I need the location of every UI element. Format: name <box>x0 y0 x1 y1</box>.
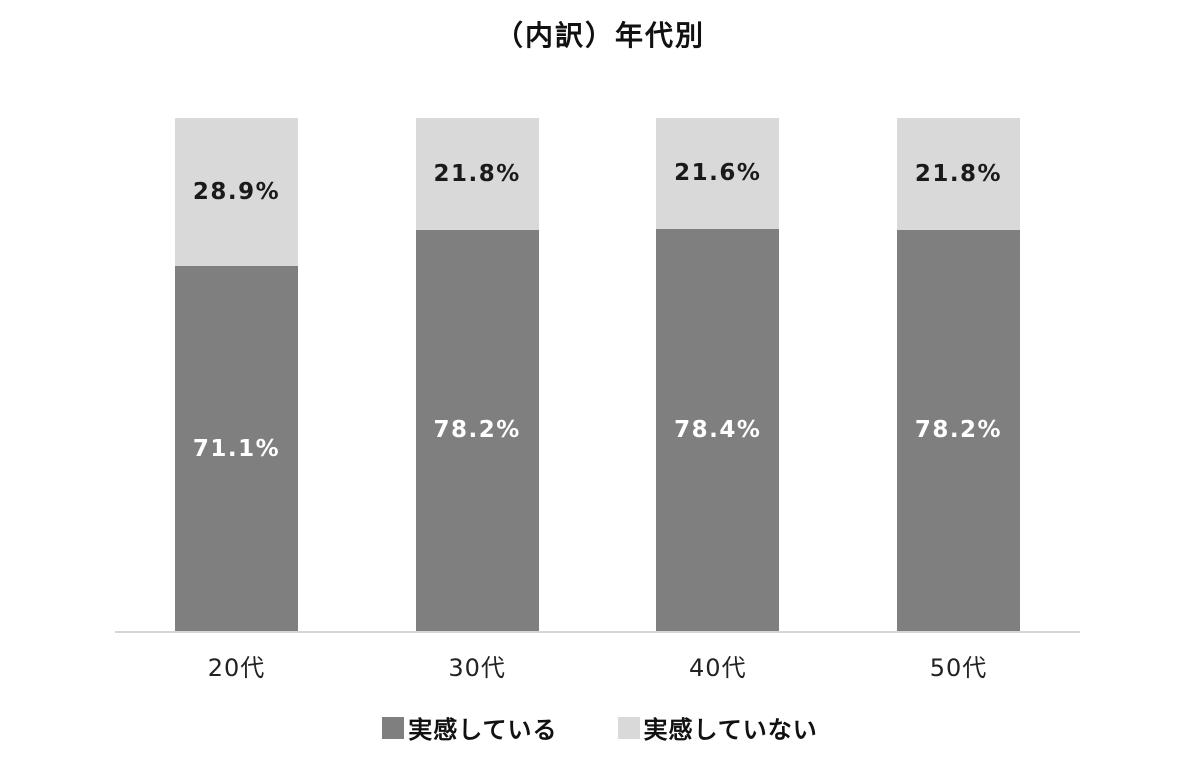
segment-value-label: 21.8% <box>914 160 1003 187</box>
segment-value-label: 21.6% <box>674 160 762 187</box>
segment-value-label: 78.2% <box>433 417 521 444</box>
legend-label: 実感している <box>408 716 558 744</box>
segment-value-label: 21.8% <box>433 160 521 187</box>
chart-title: （内訳）年代別 <box>494 19 705 52</box>
x-axis-label: 30代 <box>448 654 506 682</box>
bar-column: 78.2% 21.8% <box>896 118 1020 631</box>
segment-value-label: 71.1% <box>192 435 281 462</box>
bar-segment-dark: 71.1% <box>175 266 298 631</box>
legend-swatch-dark-icon <box>382 716 405 739</box>
bar-column: 78.4% 21.6% <box>656 118 780 631</box>
bar-segment-light: 21.8% <box>415 118 539 230</box>
segment-value-label: 78.2% <box>914 417 1003 444</box>
x-axis-row: 20代 30代 40代 50代 <box>115 648 1080 683</box>
bar-segment-dark: 78.2% <box>415 229 539 631</box>
bar-column: 78.2% 21.8% <box>415 118 539 631</box>
legend-item-jikkan-shiteiru: 実感している <box>382 710 557 745</box>
legend: 実感している 実感していない <box>0 710 1200 745</box>
x-axis-label: 20代 <box>207 654 266 682</box>
segment-value-label: 28.9% <box>192 179 281 206</box>
segment-value-label: 78.4% <box>674 416 762 443</box>
bar-segment-light: 21.8% <box>896 118 1020 230</box>
bar-column: 71.1% 28.9% <box>175 118 298 631</box>
bar-segment-light: 21.6% <box>656 118 780 229</box>
x-axis-label: 40代 <box>689 654 747 682</box>
x-axis-label: 50代 <box>929 654 988 682</box>
legend-label: 実感していない <box>643 716 818 744</box>
legend-swatch-light-icon <box>617 716 640 739</box>
plot-area: 71.1% 28.9% 78.2% 21.8% 78.4% 21.6% 78.2% 21.8% <box>115 118 1080 633</box>
legend-item-jikkan-shiteinai: 実感していない <box>617 710 818 745</box>
bar-segment-dark: 78.4% <box>656 228 780 631</box>
bar-segment-light: 28.9% <box>175 118 298 267</box>
bar-segment-dark: 78.2% <box>896 229 1020 631</box>
